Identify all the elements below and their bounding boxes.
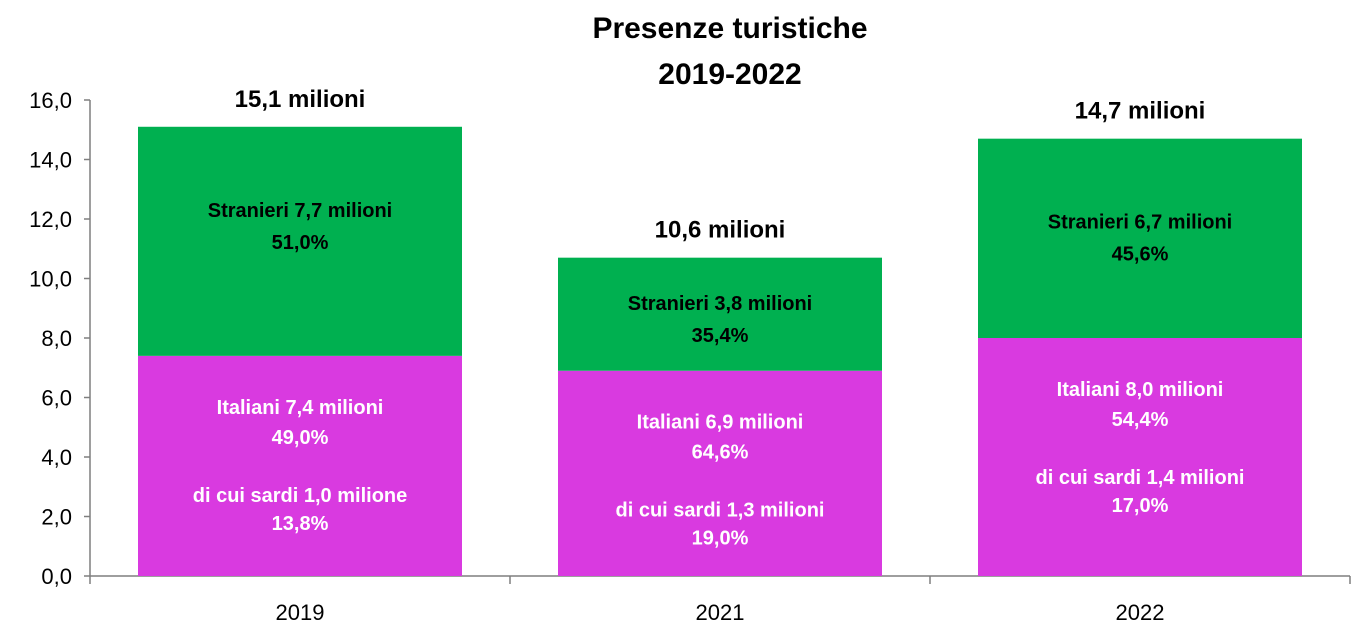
- italiani-label: Italiani 6,9 milioni: [637, 412, 804, 434]
- y-tick-label: 12,0: [29, 207, 72, 232]
- sardi-percent-label: 17,0%: [1112, 495, 1169, 517]
- stranieri-label: Stranieri 3,8 milioni: [628, 293, 813, 315]
- stranieri-percent-label: 45,6%: [1112, 244, 1169, 266]
- chart-title-line-2: 2019-2022: [658, 58, 801, 91]
- sardi-label: di cui sardi 1,4 milioni: [1036, 467, 1245, 489]
- bar-total-label: 14,7 milioni: [1075, 98, 1206, 125]
- sardi-percent-label: 19,0%: [692, 528, 749, 550]
- chart-title-line-1: Presenze turistiche: [592, 12, 867, 45]
- y-tick-label: 0,0: [41, 564, 72, 589]
- bar-segment-italiani: [558, 370, 882, 576]
- x-category-label: 2019: [276, 600, 325, 622]
- italiani-percent-label: 64,6%: [692, 442, 749, 464]
- x-category-label: 2021: [696, 600, 745, 622]
- bar-segment-italiani: [978, 338, 1302, 576]
- stranieri-percent-label: 35,4%: [692, 325, 749, 347]
- bar-segment-stranieri: [558, 257, 882, 371]
- stranieri-percent-label: 51,0%: [272, 232, 329, 254]
- y-tick-label: 8,0: [41, 326, 72, 351]
- y-tick-label: 6,0: [41, 386, 72, 411]
- stranieri-label: Stranieri 6,7 milioni: [1048, 212, 1233, 234]
- y-tick-label: 16,0: [29, 88, 72, 113]
- bar-total-label: 10,6 milioni: [655, 217, 786, 244]
- sardi-label: di cui sardi 1,0 milione: [193, 485, 408, 507]
- y-tick-label: 2,0: [41, 505, 72, 530]
- bar-segment-stranieri: [978, 138, 1302, 338]
- y-tick-label: 4,0: [41, 445, 72, 470]
- plot-area: 0,0 2,0 4,0 6,0 8,0 10,0 12,0 14,0 16,0 2019 15,1 …: [29, 86, 1351, 622]
- italiani-label: Italiani 7,4 milioni: [217, 397, 384, 419]
- y-tick-label: 10,0: [29, 267, 72, 292]
- bar-segment-stranieri: [138, 126, 462, 356]
- italiani-percent-label: 49,0%: [272, 427, 329, 449]
- sardi-percent-label: 13,8%: [272, 513, 329, 535]
- y-tick-label: 14,0: [29, 148, 72, 173]
- italiani-percent-label: 54,4%: [1112, 409, 1169, 431]
- sardi-label: di cui sardi 1,3 milioni: [616, 500, 825, 522]
- x-category-label: 2022: [1116, 600, 1165, 622]
- italiani-label: Italiani 8,0 milioni: [1057, 379, 1224, 401]
- bar-total-label: 15,1 milioni: [235, 86, 366, 113]
- stranieri-label: Stranieri 7,7 milioni: [208, 200, 393, 222]
- bar-segment-italiani: [138, 355, 462, 576]
